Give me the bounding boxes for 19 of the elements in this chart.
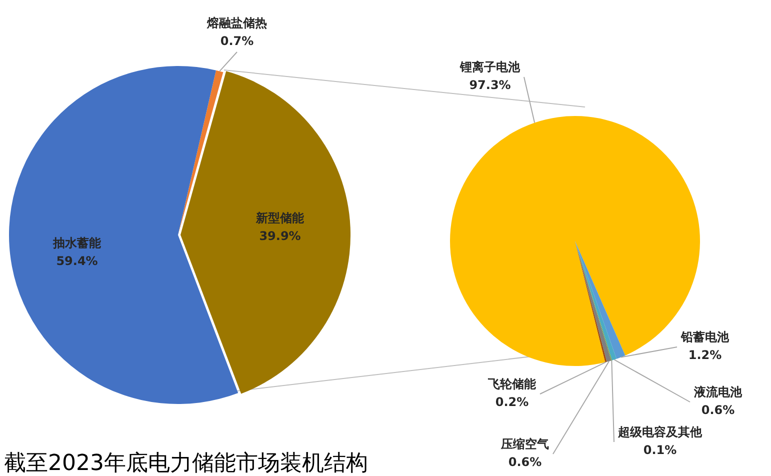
- data-label: 0.7%: [220, 34, 254, 48]
- data-label: 0.2%: [495, 395, 529, 410]
- data-label: 97.3%: [469, 78, 511, 92]
- slice-label: 新型储能: [255, 211, 305, 226]
- slice-label: 铅蓄电池: [680, 330, 730, 344]
- slice-label: 抽水蓄能: [52, 236, 102, 250]
- data-label: 1.2%: [688, 348, 722, 362]
- text: 截至2023年底电力储能市场装机结构: [4, 450, 368, 476]
- data-label: 0.6%: [508, 455, 542, 470]
- data-label: 0.1%: [643, 443, 677, 458]
- data-label: 39.9%: [259, 229, 301, 244]
- slice-label: 飞轮储能: [487, 377, 537, 392]
- data-label: 59.4%: [56, 254, 98, 268]
- slice-label: 熔融盐储热: [206, 16, 267, 30]
- slice-label: 锂离子电池: [459, 60, 521, 74]
- slice-label: 压缩空气: [500, 437, 549, 452]
- slice-label: 超级电容及其他: [617, 425, 703, 440]
- slice-label: 液流电池: [693, 385, 743, 400]
- data-label: 0.6%: [701, 403, 735, 418]
